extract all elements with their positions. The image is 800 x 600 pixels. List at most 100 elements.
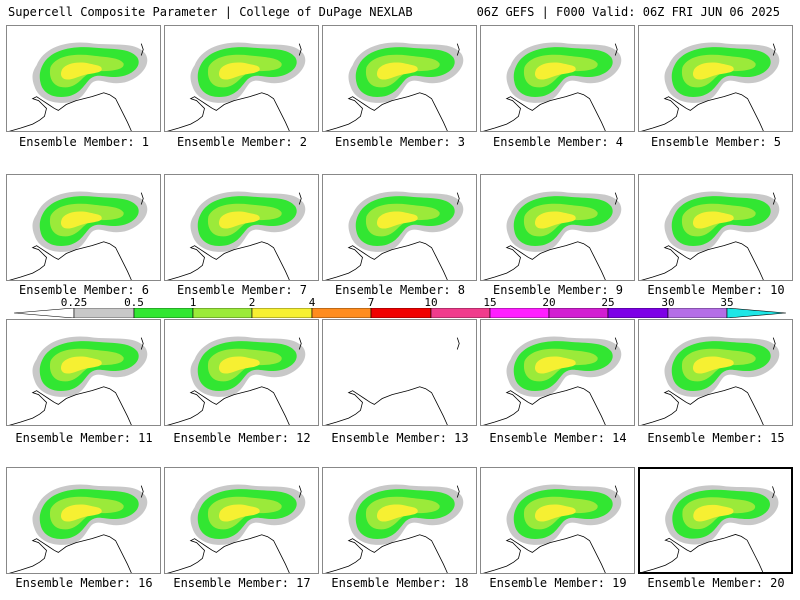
- scp-contour-fill: [534, 504, 576, 522]
- lake-outline: [456, 337, 460, 350]
- lake-outline: [140, 485, 144, 498]
- scp-map: [641, 336, 780, 425]
- ensemble-member-map-panel[interactable]: [638, 174, 793, 281]
- coastline-border: [325, 534, 448, 573]
- ensemble-member-map-panel[interactable]: [480, 25, 635, 132]
- scp-contour-fill: [692, 356, 734, 374]
- coastline-border: [483, 534, 606, 573]
- colorbar-segment: [548, 308, 609, 318]
- ensemble-member-label: Ensemble Member: 13: [331, 431, 469, 445]
- ensemble-member-label: Ensemble Member: 15: [647, 431, 785, 445]
- lake-outline: [140, 337, 144, 350]
- ensemble-member-map-panel[interactable]: [480, 467, 635, 574]
- ensemble-member-map-panel[interactable]: [6, 174, 161, 281]
- scp-map: [641, 42, 780, 131]
- scp-contour-fill: [376, 211, 418, 229]
- lake-outline: [298, 485, 302, 498]
- ensemble-member-label: Ensemble Member: 7: [176, 283, 308, 297]
- scp-contour-fill: [534, 62, 576, 80]
- colorbar-tick-label: 10: [424, 296, 438, 309]
- ensemble-member-label: Ensemble Member: 18: [331, 576, 469, 590]
- scp-contour-fill: [60, 62, 102, 80]
- ensemble-member-map-panel[interactable]: [6, 319, 161, 426]
- coastline-border: [641, 534, 764, 572]
- ensemble-member-map-panel[interactable]: [322, 174, 477, 281]
- scp-map: [167, 336, 306, 425]
- product-title: Supercell Composite Parameter | College …: [8, 5, 413, 19]
- scp-map: [9, 484, 148, 573]
- lake-outline: [298, 43, 302, 56]
- scp-contour-fill: [218, 62, 260, 80]
- ensemble-member-map-panel[interactable]: [638, 319, 793, 426]
- scp-map: [325, 484, 464, 573]
- coastline-border: [167, 241, 290, 280]
- lake-outline: [298, 192, 302, 205]
- ensemble-member-label: Ensemble Member: 3: [334, 135, 466, 149]
- ensemble-member-label: Ensemble Member: 19: [489, 576, 627, 590]
- coastline-border: [167, 92, 290, 131]
- ensemble-member-label: Ensemble Member: 20: [647, 576, 785, 590]
- ensemble-member-map-panel[interactable]: [638, 467, 793, 574]
- ensemble-member-map-panel[interactable]: [164, 319, 319, 426]
- scp-map: [9, 336, 148, 425]
- coastline-border: [641, 386, 764, 425]
- colorbar-segment: [370, 308, 432, 318]
- scp-map: [9, 42, 148, 131]
- coastline-border: [641, 92, 764, 131]
- colorbar-segment: [607, 308, 669, 318]
- ensemble-member-label: Ensemble Member: 16: [15, 576, 153, 590]
- colorbar-segment: [726, 308, 786, 318]
- coastline-border: [325, 241, 448, 280]
- ensemble-member-map-panel[interactable]: [6, 467, 161, 574]
- colorbar-segment: [73, 308, 135, 318]
- lake-outline: [614, 43, 618, 56]
- scp-map: [325, 42, 464, 131]
- ensemble-member-label: Ensemble Member: 14: [489, 431, 627, 445]
- colorbar-segment: [133, 308, 194, 318]
- ensemble-member-map-panel[interactable]: [322, 25, 477, 132]
- coastline-border: [325, 386, 448, 425]
- scp-contour-fill: [534, 211, 576, 229]
- coastline-border: [9, 92, 132, 131]
- ensemble-member-map-panel[interactable]: [164, 174, 319, 281]
- scp-map: [325, 191, 464, 280]
- colorbar-tick-label: 0.25: [60, 296, 88, 309]
- colorbar-segment: [667, 308, 728, 318]
- ensemble-member-label: Ensemble Member: 10: [647, 283, 785, 297]
- coastline-border: [325, 92, 448, 131]
- colorbar-tick-label: 1: [189, 296, 197, 309]
- coastline-border: [483, 241, 606, 280]
- scp-map: [167, 42, 306, 131]
- ensemble-member-map-panel[interactable]: [638, 25, 793, 132]
- lake-outline: [456, 192, 460, 205]
- lake-outline: [772, 43, 776, 56]
- ensemble-member-map-panel[interactable]: [480, 174, 635, 281]
- lake-outline: [614, 192, 618, 205]
- lake-outline: [614, 485, 618, 498]
- scp-contour-fill: [376, 504, 418, 522]
- lake-outline: [140, 43, 144, 56]
- ensemble-member-map-panel[interactable]: [164, 25, 319, 132]
- colorbar-segment: [14, 308, 75, 318]
- colorbar-tick-label: 20: [542, 296, 556, 309]
- ensemble-member-label: Ensemble Member: 12: [173, 431, 311, 445]
- scp-map: [325, 337, 460, 425]
- colorbar-tick-label: 4: [308, 296, 316, 309]
- scp-contour-fill: [218, 356, 260, 374]
- colorbar-tick-label: 0.5: [124, 296, 144, 309]
- scp-map: [483, 336, 622, 425]
- ensemble-member-map-panel[interactable]: [322, 467, 477, 574]
- scp-map: [641, 485, 779, 572]
- ensemble-member-map-panel[interactable]: [6, 25, 161, 132]
- scp-contour-fill: [693, 504, 734, 522]
- ensemble-member-label: Ensemble Member: 1: [18, 135, 150, 149]
- lake-outline: [772, 192, 776, 205]
- ensemble-member-map-panel[interactable]: [480, 319, 635, 426]
- scp-contour-fill: [692, 211, 734, 229]
- ensemble-member-map-panel[interactable]: [164, 467, 319, 574]
- ensemble-member-map-panel[interactable]: [322, 319, 477, 426]
- scp-contour-fill: [60, 356, 102, 374]
- coastline-border: [641, 241, 764, 280]
- scp-contour-fill: [218, 211, 260, 229]
- coastline-border: [483, 92, 606, 131]
